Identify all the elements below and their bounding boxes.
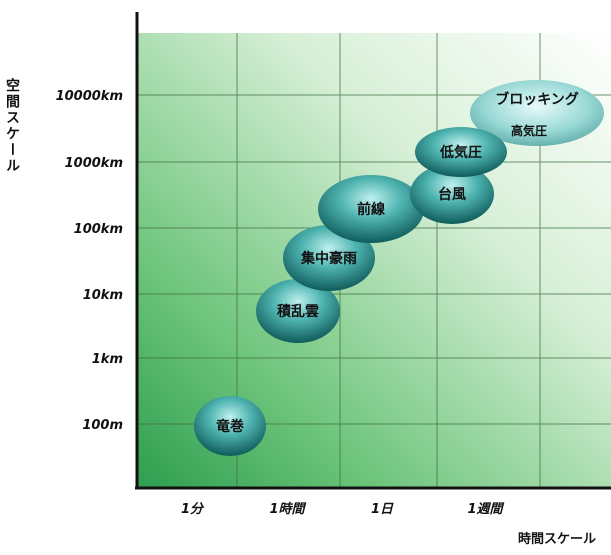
phenomenon-blob: [194, 396, 266, 456]
x-tick-label: 1日: [371, 502, 394, 517]
y-tick-label: 10km: [83, 288, 123, 303]
phenomenon-label: 前線: [357, 201, 385, 218]
phenomenon-blob: [470, 80, 604, 146]
y-tick-label: 1km: [92, 352, 123, 367]
x-tick-labels: 1分 1時間 1日 1週間: [181, 501, 505, 517]
phenomena: 竜巻 積乱雲 集中豪雨 前線 台風 低気圧 ブロッキング 高気圧: [194, 80, 604, 456]
phenomenon-label-high-pressure: 高気圧: [511, 123, 547, 138]
phenomenon-blocking: [470, 80, 604, 146]
phenomenon-blob: [256, 279, 340, 343]
phenomenon-heavy-rain: 集中豪雨: [283, 225, 375, 291]
y-tick-label: 10000km: [56, 89, 123, 104]
phenomenon-front: 前線: [318, 175, 424, 243]
y-tick-label: 1000km: [65, 156, 123, 171]
y-tick-labels: 10000km 1000km 100km 10km 1km 100m: [56, 89, 123, 433]
phenomenon-blob: [318, 175, 424, 243]
phenomenon-label: 積乱雲: [276, 303, 319, 320]
phenomenon-blob: [410, 164, 494, 224]
phenomenon-label: 低気圧: [439, 144, 482, 161]
x-tick-label: 1分: [181, 501, 205, 517]
y-axis-title: 空間スケール: [4, 77, 20, 174]
phenomenon-label: 台風: [438, 186, 466, 203]
x-axis-title: 時間スケール: [518, 531, 596, 547]
phenomenon-low-pressure: 低気圧: [415, 127, 507, 177]
phenomenon-tornado: 竜巻: [194, 396, 266, 456]
x-tick-label: 1時間: [269, 501, 306, 517]
y-tick-label: 100km: [74, 222, 123, 237]
phenomenon-cumulonimbus: 積乱雲: [256, 279, 340, 343]
phenomenon-blob: [415, 127, 507, 177]
phenomenon-label: 竜巻: [216, 418, 244, 435]
phenomenon-typhoon: 台風: [410, 164, 494, 224]
x-tick-label: 1週間: [467, 502, 504, 517]
y-tick-label: 100m: [82, 418, 123, 433]
phenomenon-label-blocking: ブロッキング: [495, 91, 579, 108]
phenomenon-blob: [283, 225, 375, 291]
phenomenon-label: 集中豪雨: [300, 250, 357, 267]
